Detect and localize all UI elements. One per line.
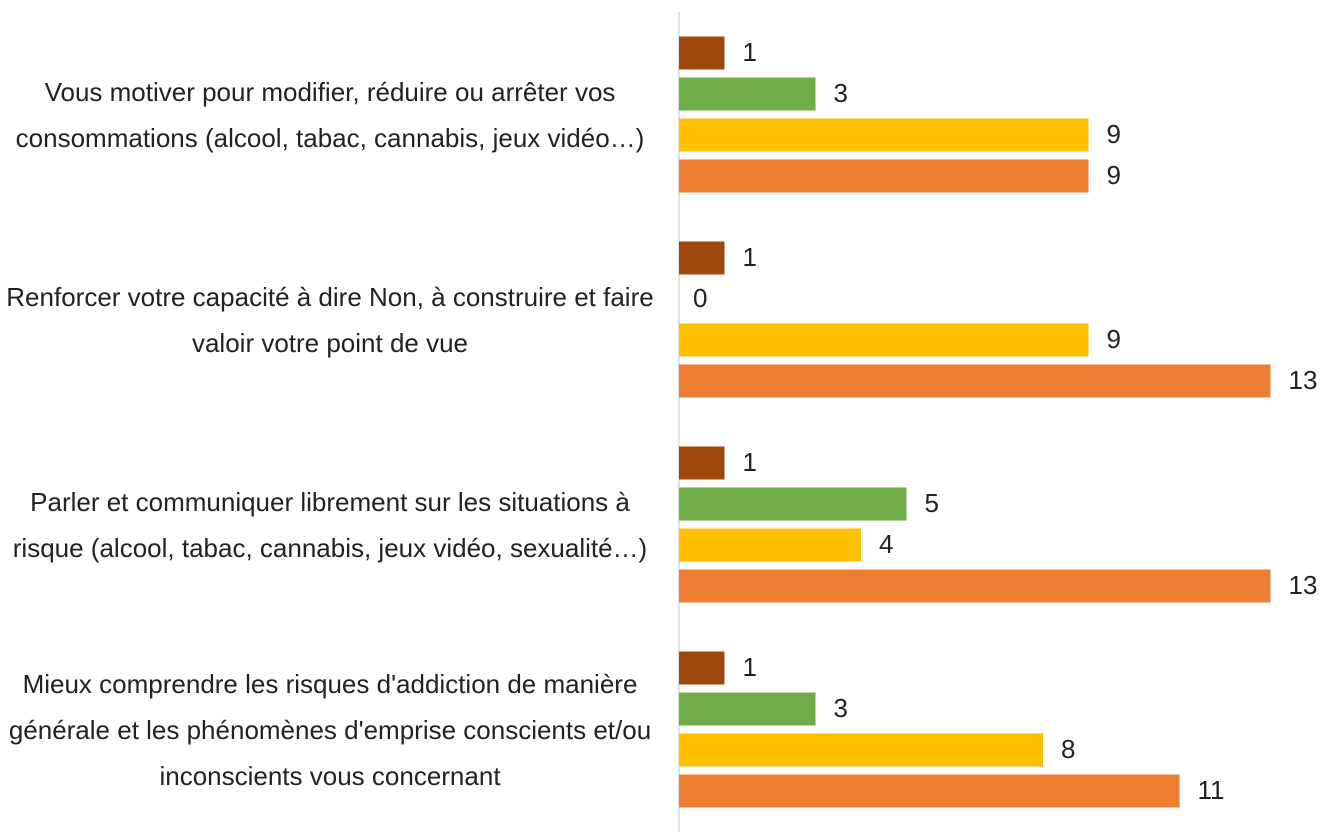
bar (679, 118, 1089, 152)
data-label: 9 (1107, 324, 1121, 354)
data-label: 0 (693, 283, 707, 313)
data-label: 4 (879, 529, 893, 559)
data-label: 9 (1107, 160, 1121, 190)
data-label: 9 (1107, 119, 1121, 149)
bar (679, 446, 725, 480)
data-label: 1 (743, 242, 757, 272)
data-label: 3 (834, 693, 848, 723)
data-label: 3 (834, 78, 848, 108)
data-label: 5 (925, 488, 939, 518)
category-label: Vous motiver pour modifier, réduire ou a… (15, 76, 645, 153)
data-label: 1 (743, 447, 757, 477)
bar (679, 774, 1180, 808)
data-label: 13 (1289, 570, 1318, 600)
bar (679, 36, 725, 70)
bar (679, 651, 725, 685)
bar (679, 159, 1089, 193)
bar (679, 77, 816, 111)
data-label: 1 (743, 37, 757, 67)
data-label: 1 (743, 652, 757, 682)
data-label: 8 (1061, 734, 1075, 764)
bar (679, 528, 861, 562)
bar (679, 323, 1089, 357)
data-label: 13 (1289, 365, 1318, 395)
bar (679, 241, 725, 275)
bar (679, 733, 1043, 767)
category-label: Renforcer votre capacité à dire Non, à c… (6, 281, 654, 358)
bar (679, 487, 907, 521)
bar (679, 569, 1271, 603)
bar (679, 692, 816, 726)
bar (679, 364, 1271, 398)
category-label: Mieux comprendre les risques d'addiction… (8, 668, 652, 791)
data-label: 11 (1198, 775, 1225, 805)
category-label: Parler et communiquer librement sur les … (12, 486, 648, 563)
